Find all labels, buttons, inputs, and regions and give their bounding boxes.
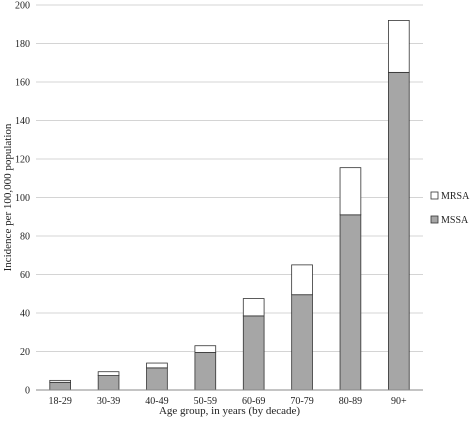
bar-mssa-40-49 — [146, 367, 168, 391]
bar-mrsa-60-69 — [242, 298, 265, 317]
y-tick-label: 0 — [25, 386, 30, 397]
bars — [49, 19, 410, 391]
gridlines — [36, 4, 423, 352]
x-tick-label: 80-89 — [339, 396, 362, 407]
y-tick-label: 40 — [20, 309, 30, 320]
bar-mssa-80-89 — [339, 214, 362, 391]
y-tick-label: 140 — [15, 116, 30, 127]
y-tick-label: 20 — [20, 347, 30, 358]
x-tick-label: 30-39 — [97, 396, 120, 407]
y-tick-label: 200 — [15, 1, 30, 12]
x-tick-labels: 18-29 30-39 40-49 50-59 60-69 70-79 80-89 90+ — [49, 396, 407, 407]
bar-mrsa-50-59 — [194, 345, 217, 353]
bar-mssa-50-59 — [194, 352, 217, 391]
bar-mrsa-18-29 — [49, 379, 71, 383]
x-tick-label: 18-29 — [49, 396, 72, 407]
bar-mrsa-70-79 — [291, 264, 313, 296]
legend-swatch-mrsa — [430, 191, 439, 200]
x-tick-label: 70-79 — [290, 396, 313, 407]
x-tick-label: 50-59 — [194, 396, 217, 407]
bar-mssa-90+ — [388, 71, 410, 391]
x-tick-label: 40-49 — [145, 396, 168, 407]
y-axis-title: Incidence per 100,000 population — [2, 123, 14, 271]
legend: MRSA MSSA — [430, 191, 470, 226]
y-tick-label: 120 — [15, 155, 30, 166]
bar-mssa-60-69 — [242, 315, 265, 391]
y-tick-labels: 0 20 40 60 80 100 120 140 160 180 200 — [15, 1, 30, 397]
bar-mrsa-90+ — [388, 19, 410, 73]
y-tick-label: 60 — [20, 270, 30, 281]
y-tick-label: 100 — [15, 193, 30, 204]
bar-mrsa-80-89 — [339, 167, 362, 216]
x-axis-title: Age group, in years (by decade) — [159, 405, 300, 417]
x-tick-label: 60-69 — [242, 396, 265, 407]
bar-mssa-30-39 — [97, 375, 120, 391]
legend-label-mssa: MSSA — [441, 215, 469, 226]
bar-mrsa-30-39 — [97, 371, 120, 376]
legend-label-mrsa: MRSA — [441, 191, 470, 202]
y-tick-label: 160 — [15, 78, 30, 89]
bar-mssa-18-29 — [49, 381, 71, 391]
y-tick-label: 180 — [15, 39, 30, 50]
y-tick-label: 80 — [20, 232, 30, 243]
legend-swatch-mssa — [430, 215, 439, 224]
x-tick-label: 90+ — [391, 396, 407, 407]
bar-mrsa-40-49 — [146, 362, 168, 369]
bar-mssa-70-79 — [291, 294, 313, 391]
